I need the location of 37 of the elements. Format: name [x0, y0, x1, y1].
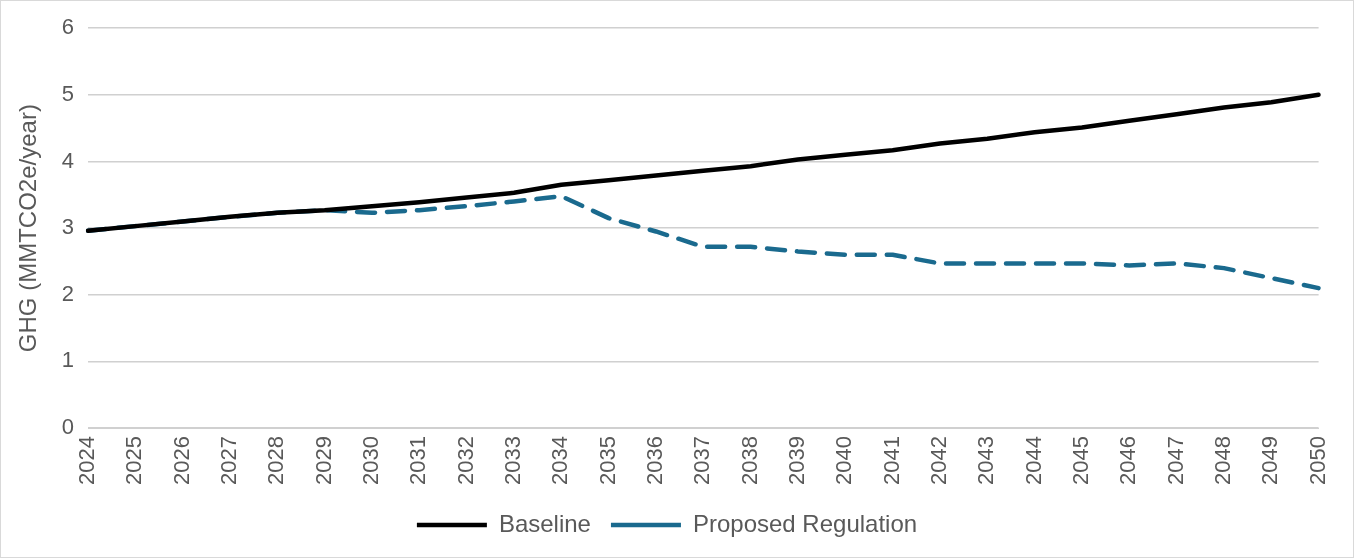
- x-tick-label: 2041: [878, 436, 904, 486]
- x-tick-label: 2024: [74, 436, 100, 486]
- x-tick-label: 2025: [121, 436, 147, 486]
- x-tick-label: 2037: [689, 436, 715, 486]
- x-tick-label: 2042: [926, 436, 952, 486]
- y-tick-label: 1: [61, 347, 75, 373]
- x-tick-label: 2044: [1020, 436, 1046, 486]
- x-tick-label: 2038: [736, 436, 762, 486]
- legend-label: Baseline: [498, 509, 591, 537]
- y-tick-label: 3: [61, 214, 75, 240]
- x-tick-label: 2040: [831, 436, 857, 486]
- x-tick-label: 2026: [168, 436, 194, 486]
- x-tick-label: 2028: [263, 436, 289, 486]
- x-tick-label: 2046: [1115, 436, 1141, 486]
- y-tick-label: 0: [61, 414, 75, 440]
- x-tick-label: 2035: [594, 436, 620, 486]
- x-tick-label: 2033: [500, 436, 526, 486]
- x-tick-label: 2027: [216, 436, 242, 486]
- x-tick-label: 2043: [973, 436, 999, 486]
- x-tick-label: 2029: [310, 436, 336, 486]
- x-tick-label: 2030: [358, 436, 384, 486]
- x-tick-label: 2036: [642, 436, 668, 486]
- x-tick-label: 2048: [1210, 436, 1235, 486]
- x-tick-label: 2032: [452, 436, 478, 486]
- x-tick-label: 2031: [405, 436, 431, 486]
- y-axis-title: GHG (MMTCO2e/year): [14, 104, 42, 353]
- y-tick-label: 4: [61, 147, 75, 173]
- x-tick-label: 2047: [1162, 436, 1188, 486]
- x-tick-label: 2045: [1068, 436, 1094, 486]
- x-tick-label: 2049: [1257, 436, 1283, 486]
- x-tick-label: 2039: [784, 436, 810, 486]
- y-tick-label: 2: [61, 280, 75, 306]
- legend-label: Proposed Regulation: [692, 509, 918, 537]
- x-tick-label: 2034: [547, 436, 573, 486]
- y-tick-label: 5: [61, 80, 75, 106]
- x-tick-label: 2050: [1304, 436, 1330, 486]
- y-tick-label: 6: [61, 14, 75, 40]
